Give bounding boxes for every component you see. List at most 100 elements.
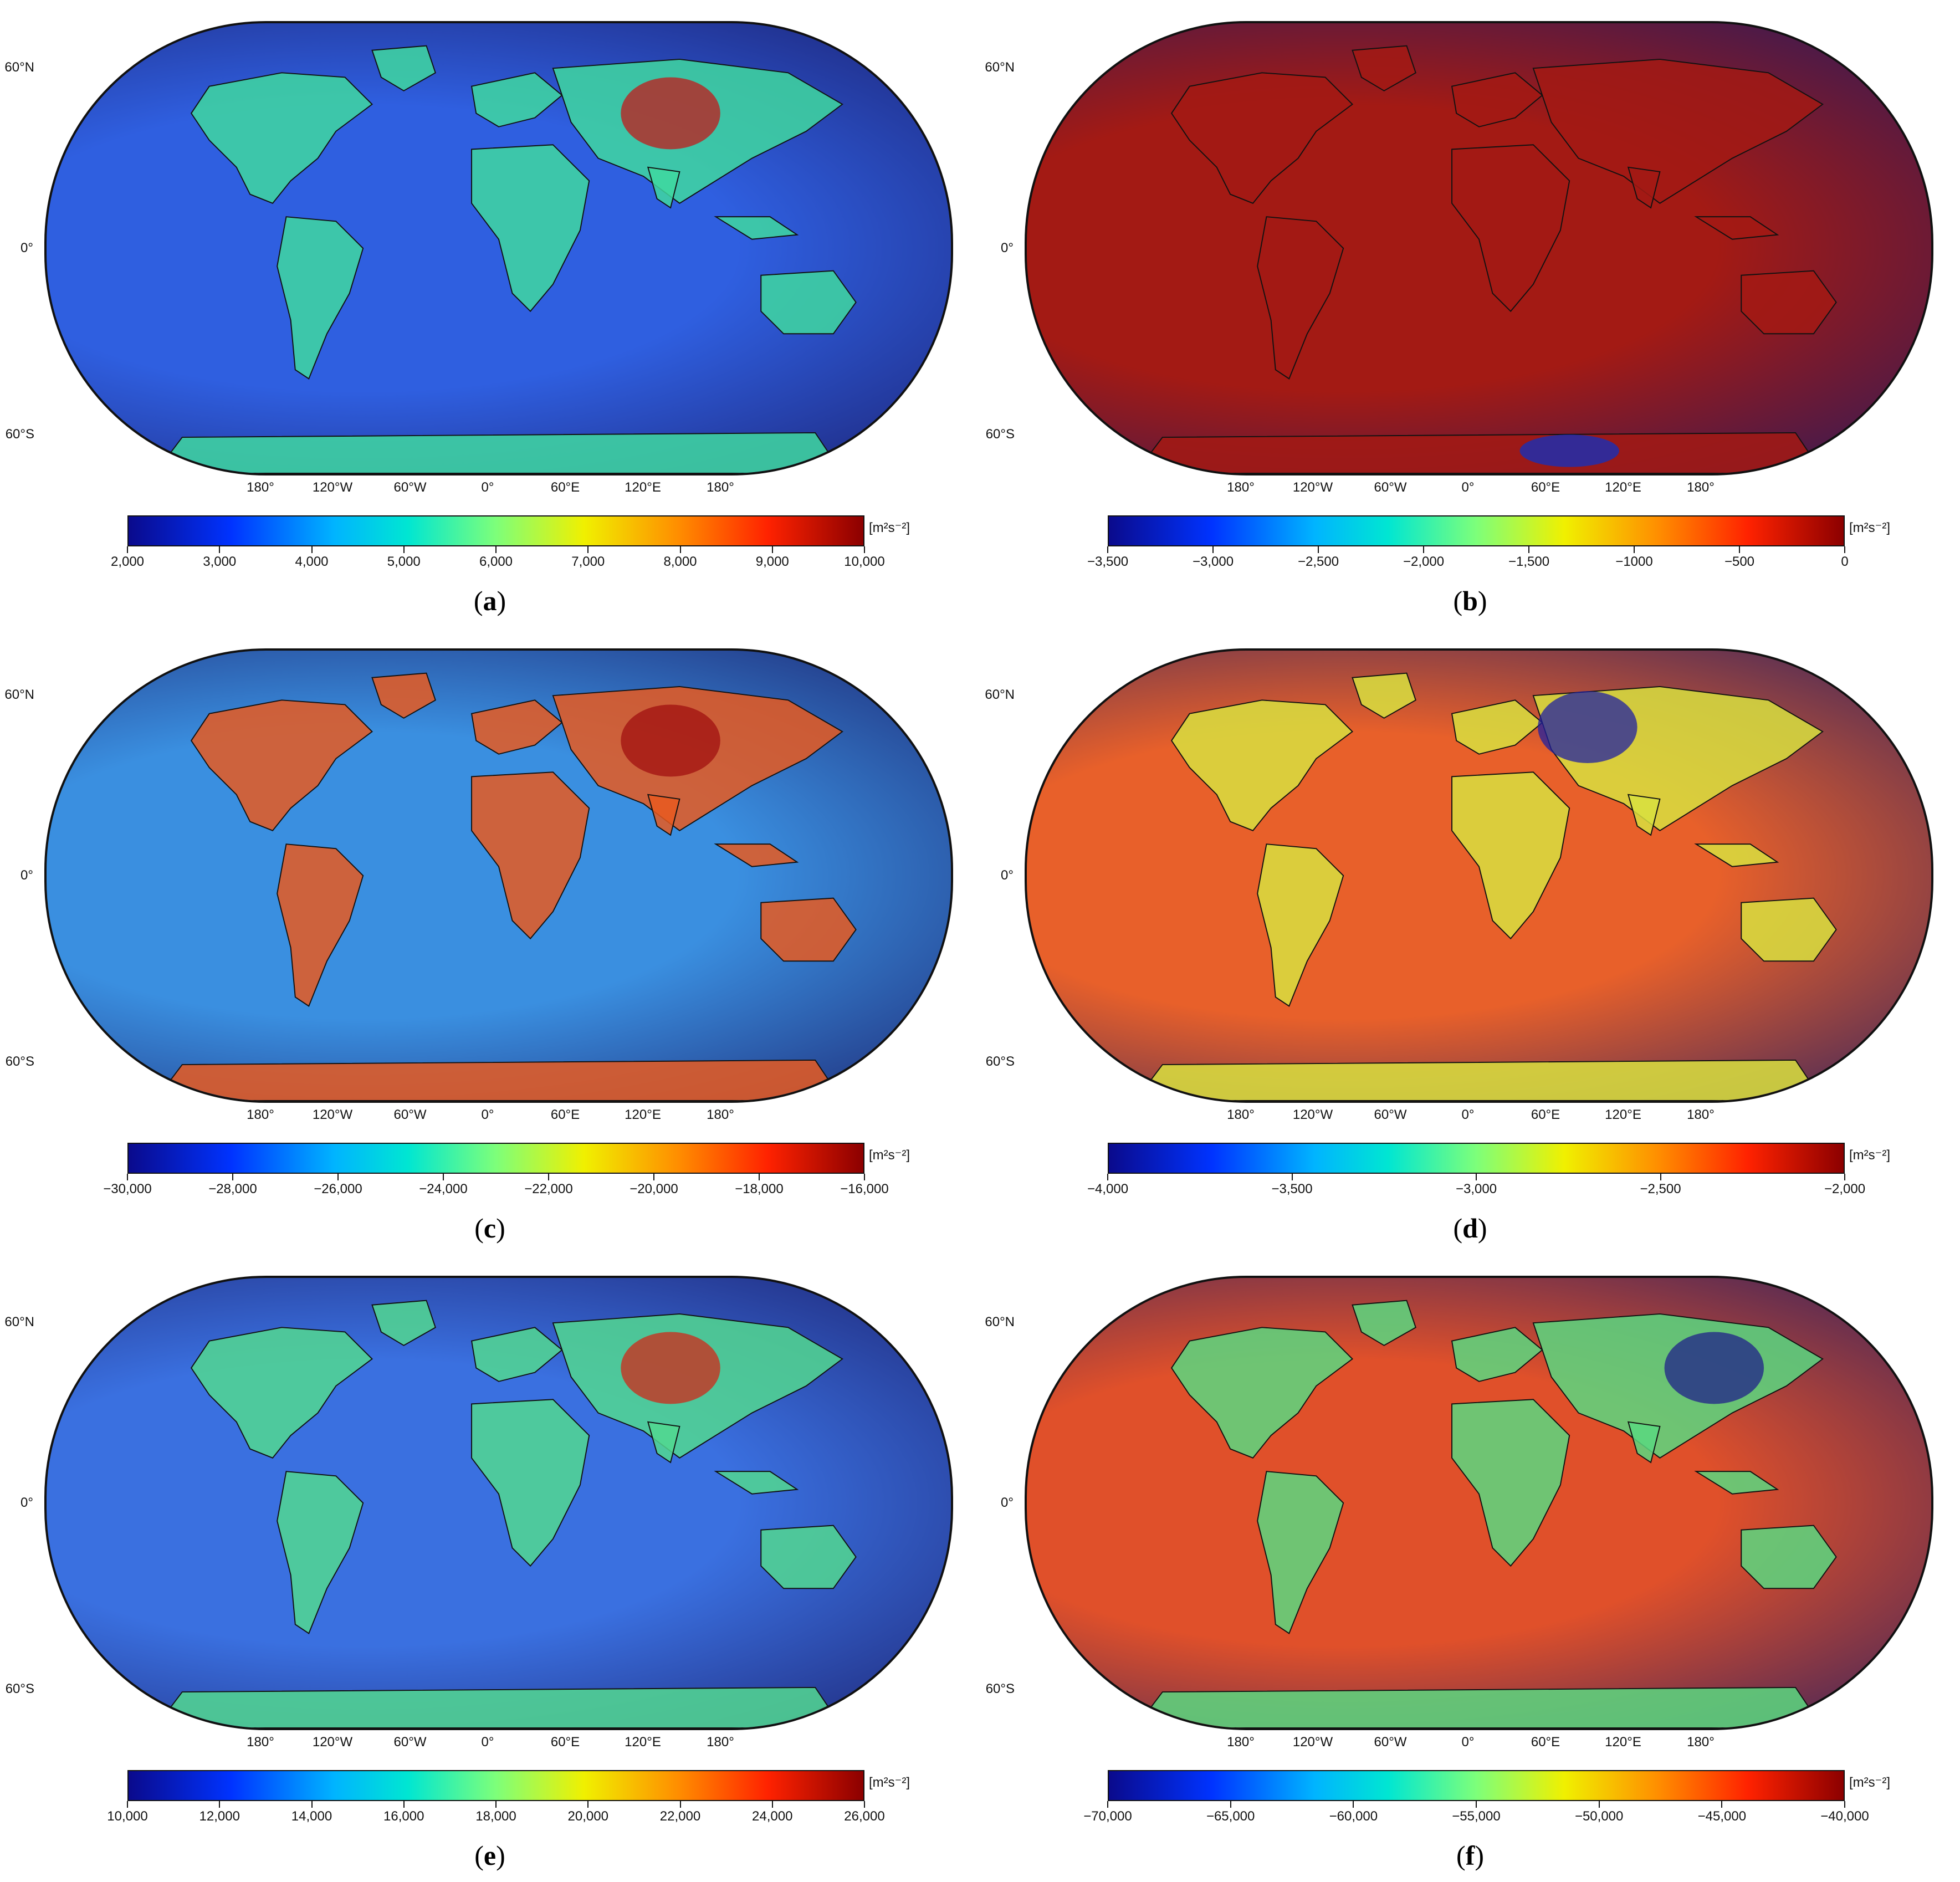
lon-label: 120°E xyxy=(625,1107,661,1122)
lon-label: 180° xyxy=(247,480,274,495)
colorbar-tick xyxy=(1212,546,1214,553)
unit-label: [m²s⁻²] xyxy=(869,1148,910,1163)
colorbar-tick xyxy=(653,1174,654,1180)
continents xyxy=(154,1300,857,1728)
continent-outline xyxy=(1257,216,1344,380)
colorbar-tick xyxy=(495,1801,497,1808)
lon-label: 0° xyxy=(1461,480,1475,495)
colorbar-tick-label: 14,000 xyxy=(291,1809,332,1824)
colorbar-tick-label: 3,000 xyxy=(203,554,237,569)
colorbar-tick xyxy=(1107,1174,1108,1180)
lon-label: 60°W xyxy=(393,1735,427,1750)
continent-outline xyxy=(190,72,373,204)
continent-outline xyxy=(714,216,799,240)
lon-label: 120°E xyxy=(1605,480,1641,495)
lon-label: 120°E xyxy=(1605,1107,1641,1122)
unit-label: [m²s⁻²] xyxy=(1849,520,1890,535)
colorbar-tick xyxy=(759,1174,760,1180)
continent-outline xyxy=(1451,72,1543,127)
lat-label: 60°S xyxy=(5,427,34,442)
continent-outline xyxy=(647,1421,680,1464)
lon-label: 60°E xyxy=(550,1107,580,1122)
colorbar-tick xyxy=(127,1801,128,1808)
colorbar-tick-label: −2,500 xyxy=(1640,1182,1681,1196)
map-d xyxy=(1025,648,1933,1103)
lat-label: 60°N xyxy=(4,687,34,702)
continent-outline xyxy=(1352,672,1416,719)
continent-outline xyxy=(371,672,436,719)
continent-outline xyxy=(470,699,563,755)
colorbar-tick-label: −3,000 xyxy=(1455,1182,1497,1196)
continent-outline xyxy=(1134,432,1824,473)
lon-label: 180° xyxy=(707,1735,734,1750)
colorbar-tick-label: −24,000 xyxy=(419,1182,468,1196)
continents xyxy=(1134,45,1837,473)
lon-label: 60°W xyxy=(1374,480,1407,495)
colorbar-tick xyxy=(1634,546,1635,553)
colorbar-tick xyxy=(1476,1174,1477,1180)
lon-label: 180° xyxy=(1687,1735,1715,1750)
continent-outline xyxy=(1451,699,1543,755)
colorbar-tick xyxy=(443,1174,444,1180)
colorbar-tick xyxy=(1721,1801,1723,1808)
lon-label: 60°W xyxy=(1374,1107,1407,1122)
continents xyxy=(154,45,857,473)
continent-outline xyxy=(154,1686,843,1728)
colorbar-tick-label: −60,000 xyxy=(1329,1809,1378,1824)
colorbar-tick-label: −18,000 xyxy=(735,1182,784,1196)
lon-label: 180° xyxy=(1227,1735,1255,1750)
continent-outline xyxy=(760,1525,857,1589)
colorbar-tick-label: 7,000 xyxy=(571,554,605,569)
map-e xyxy=(44,1276,953,1730)
colorbar-tick-label: 0 xyxy=(1841,554,1849,569)
colorbar-tick-label: 8,000 xyxy=(663,554,697,569)
colorbar xyxy=(127,1143,864,1174)
continent-outline xyxy=(471,1399,590,1567)
colorbar-tick xyxy=(495,546,497,553)
lon-label: 180° xyxy=(1687,1107,1715,1122)
lon-label: 0° xyxy=(1461,1107,1475,1122)
continent-outline xyxy=(371,1300,436,1346)
colorbar-tick xyxy=(864,1174,865,1180)
colorbar-tick xyxy=(771,546,773,553)
colorbar-tick xyxy=(1107,1801,1108,1808)
panel-f: 60°N 0° 60°S 180° 120°W 60°W 0° 60°E 120°E 180° [m… xyxy=(980,1255,1960,1882)
continent-outline xyxy=(1352,1300,1416,1346)
colorbar-tick xyxy=(587,546,589,553)
colorbar-tick-label: 2,000 xyxy=(110,554,145,569)
lon-label: 120°W xyxy=(312,480,353,495)
colorbar-tick-label: −22,000 xyxy=(524,1182,573,1196)
colorbar-tick-label: −2,000 xyxy=(1824,1182,1866,1196)
continent-outline xyxy=(190,699,373,831)
lat-label: 60°S xyxy=(5,1054,34,1069)
lon-label: 120°E xyxy=(625,1735,661,1750)
colorbar-tick xyxy=(1528,546,1529,553)
colorbar-tick xyxy=(311,1801,313,1808)
lat-label: 60°N xyxy=(4,1315,34,1329)
anomaly-highlight xyxy=(621,704,720,777)
colorbar-tick xyxy=(337,1174,339,1180)
colorbar-tick xyxy=(1739,546,1740,553)
colorbar-tick xyxy=(1353,1801,1354,1808)
lon-label: 120°E xyxy=(625,480,661,495)
lon-label: 180° xyxy=(707,480,734,495)
continent-outline xyxy=(1694,843,1779,867)
lat-label: 0° xyxy=(21,241,33,255)
lat-label: 60°N xyxy=(4,60,34,75)
lon-label: 60°E xyxy=(1531,1735,1560,1750)
continent-outline xyxy=(1170,699,1354,831)
continent-outline xyxy=(1134,1059,1824,1101)
continent-outline xyxy=(471,771,590,940)
continent-outline xyxy=(470,1327,563,1382)
continent-outline xyxy=(1741,1525,1837,1589)
continent-outline xyxy=(371,45,436,91)
colorbar-tick xyxy=(311,546,313,553)
colorbar-tick xyxy=(1844,546,1845,553)
colorbar-tick-label: −16,000 xyxy=(840,1182,889,1196)
colorbar-tick xyxy=(1844,1801,1845,1808)
anomaly-highlight xyxy=(1519,434,1619,467)
lon-label: 60°W xyxy=(1374,1735,1407,1750)
continents xyxy=(1134,1300,1837,1728)
continent-outline xyxy=(714,1471,799,1495)
colorbar-tick xyxy=(1291,1174,1293,1180)
